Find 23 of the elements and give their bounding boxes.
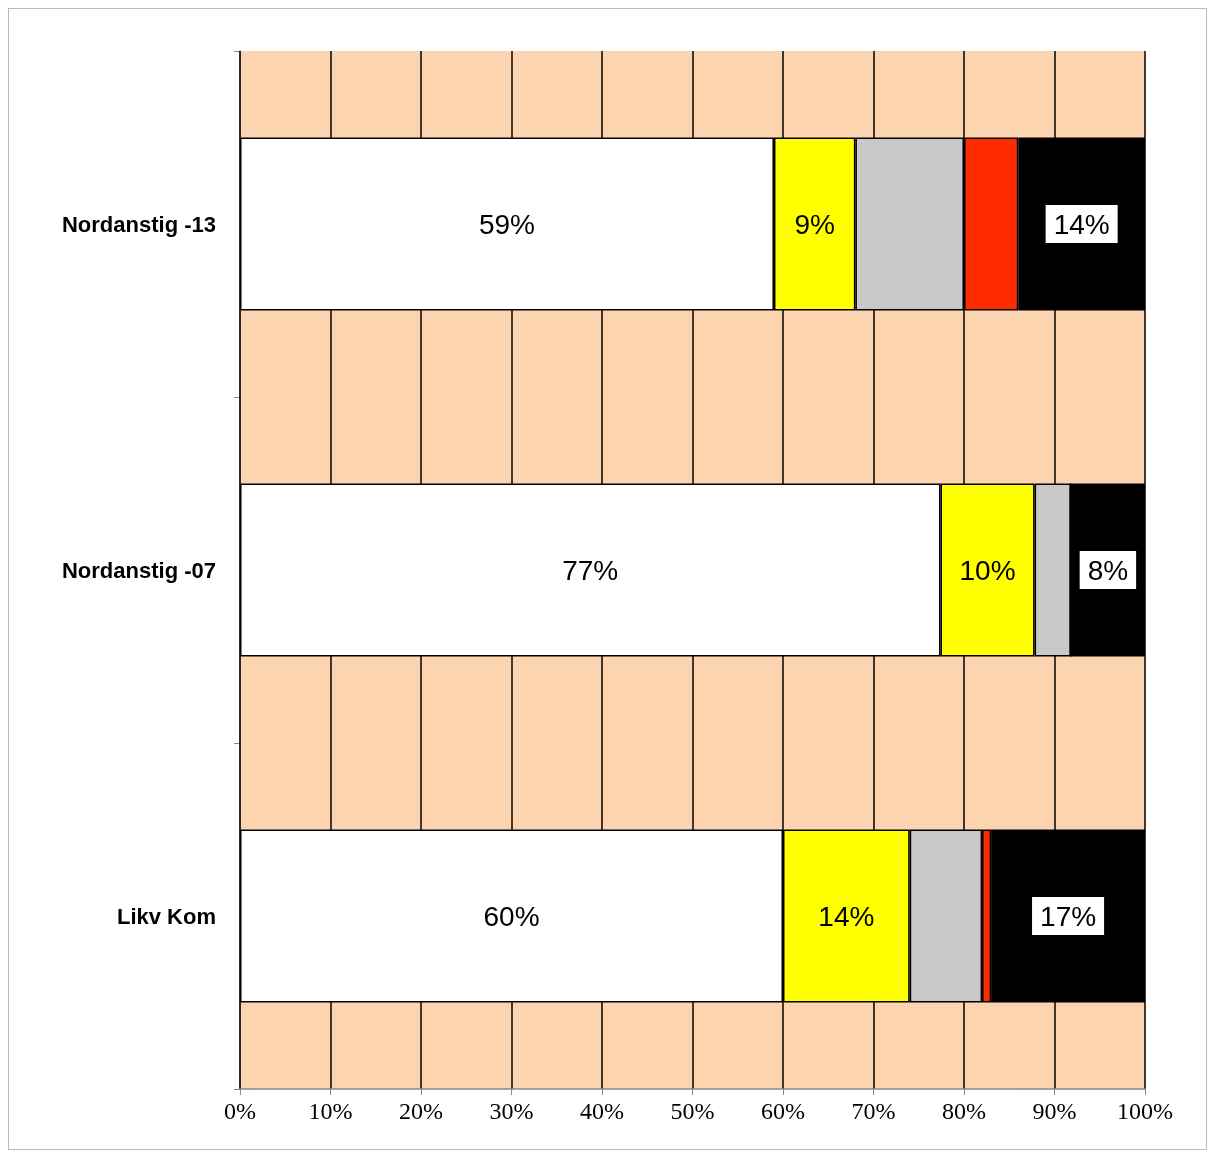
x-tick-label: 50% [670, 1098, 715, 1124]
data-label: 14% [1053, 208, 1110, 240]
data-label: 77% [562, 554, 619, 586]
data-label: 10% [959, 554, 1016, 586]
x-tick-label: 100% [1117, 1098, 1173, 1124]
x-tick-label: 90% [1032, 1098, 1077, 1124]
x-tick-label: 60% [761, 1098, 805, 1124]
y-tick-label: Nordanstig -13 [61, 211, 216, 237]
y-tick-label: Nordanstig -07 [61, 557, 216, 583]
x-tick-label: 40% [580, 1098, 624, 1124]
data-label: 14% [818, 900, 875, 932]
data-label: 8% [1087, 554, 1129, 586]
y-tick-label: Likv Kom [116, 903, 216, 929]
data-label: 17% [1040, 900, 1097, 932]
data-label: 60% [483, 900, 540, 932]
data-label: 59% [478, 208, 535, 240]
x-tick-label: 70% [851, 1098, 896, 1124]
x-tick-label: 80% [942, 1098, 986, 1124]
data-label: 9% [794, 208, 835, 240]
x-tick-label: 0% [224, 1098, 256, 1124]
x-tick-label: 10% [308, 1098, 353, 1124]
x-tick-label: 20% [399, 1098, 443, 1124]
x-tick-label: 30% [489, 1098, 534, 1124]
